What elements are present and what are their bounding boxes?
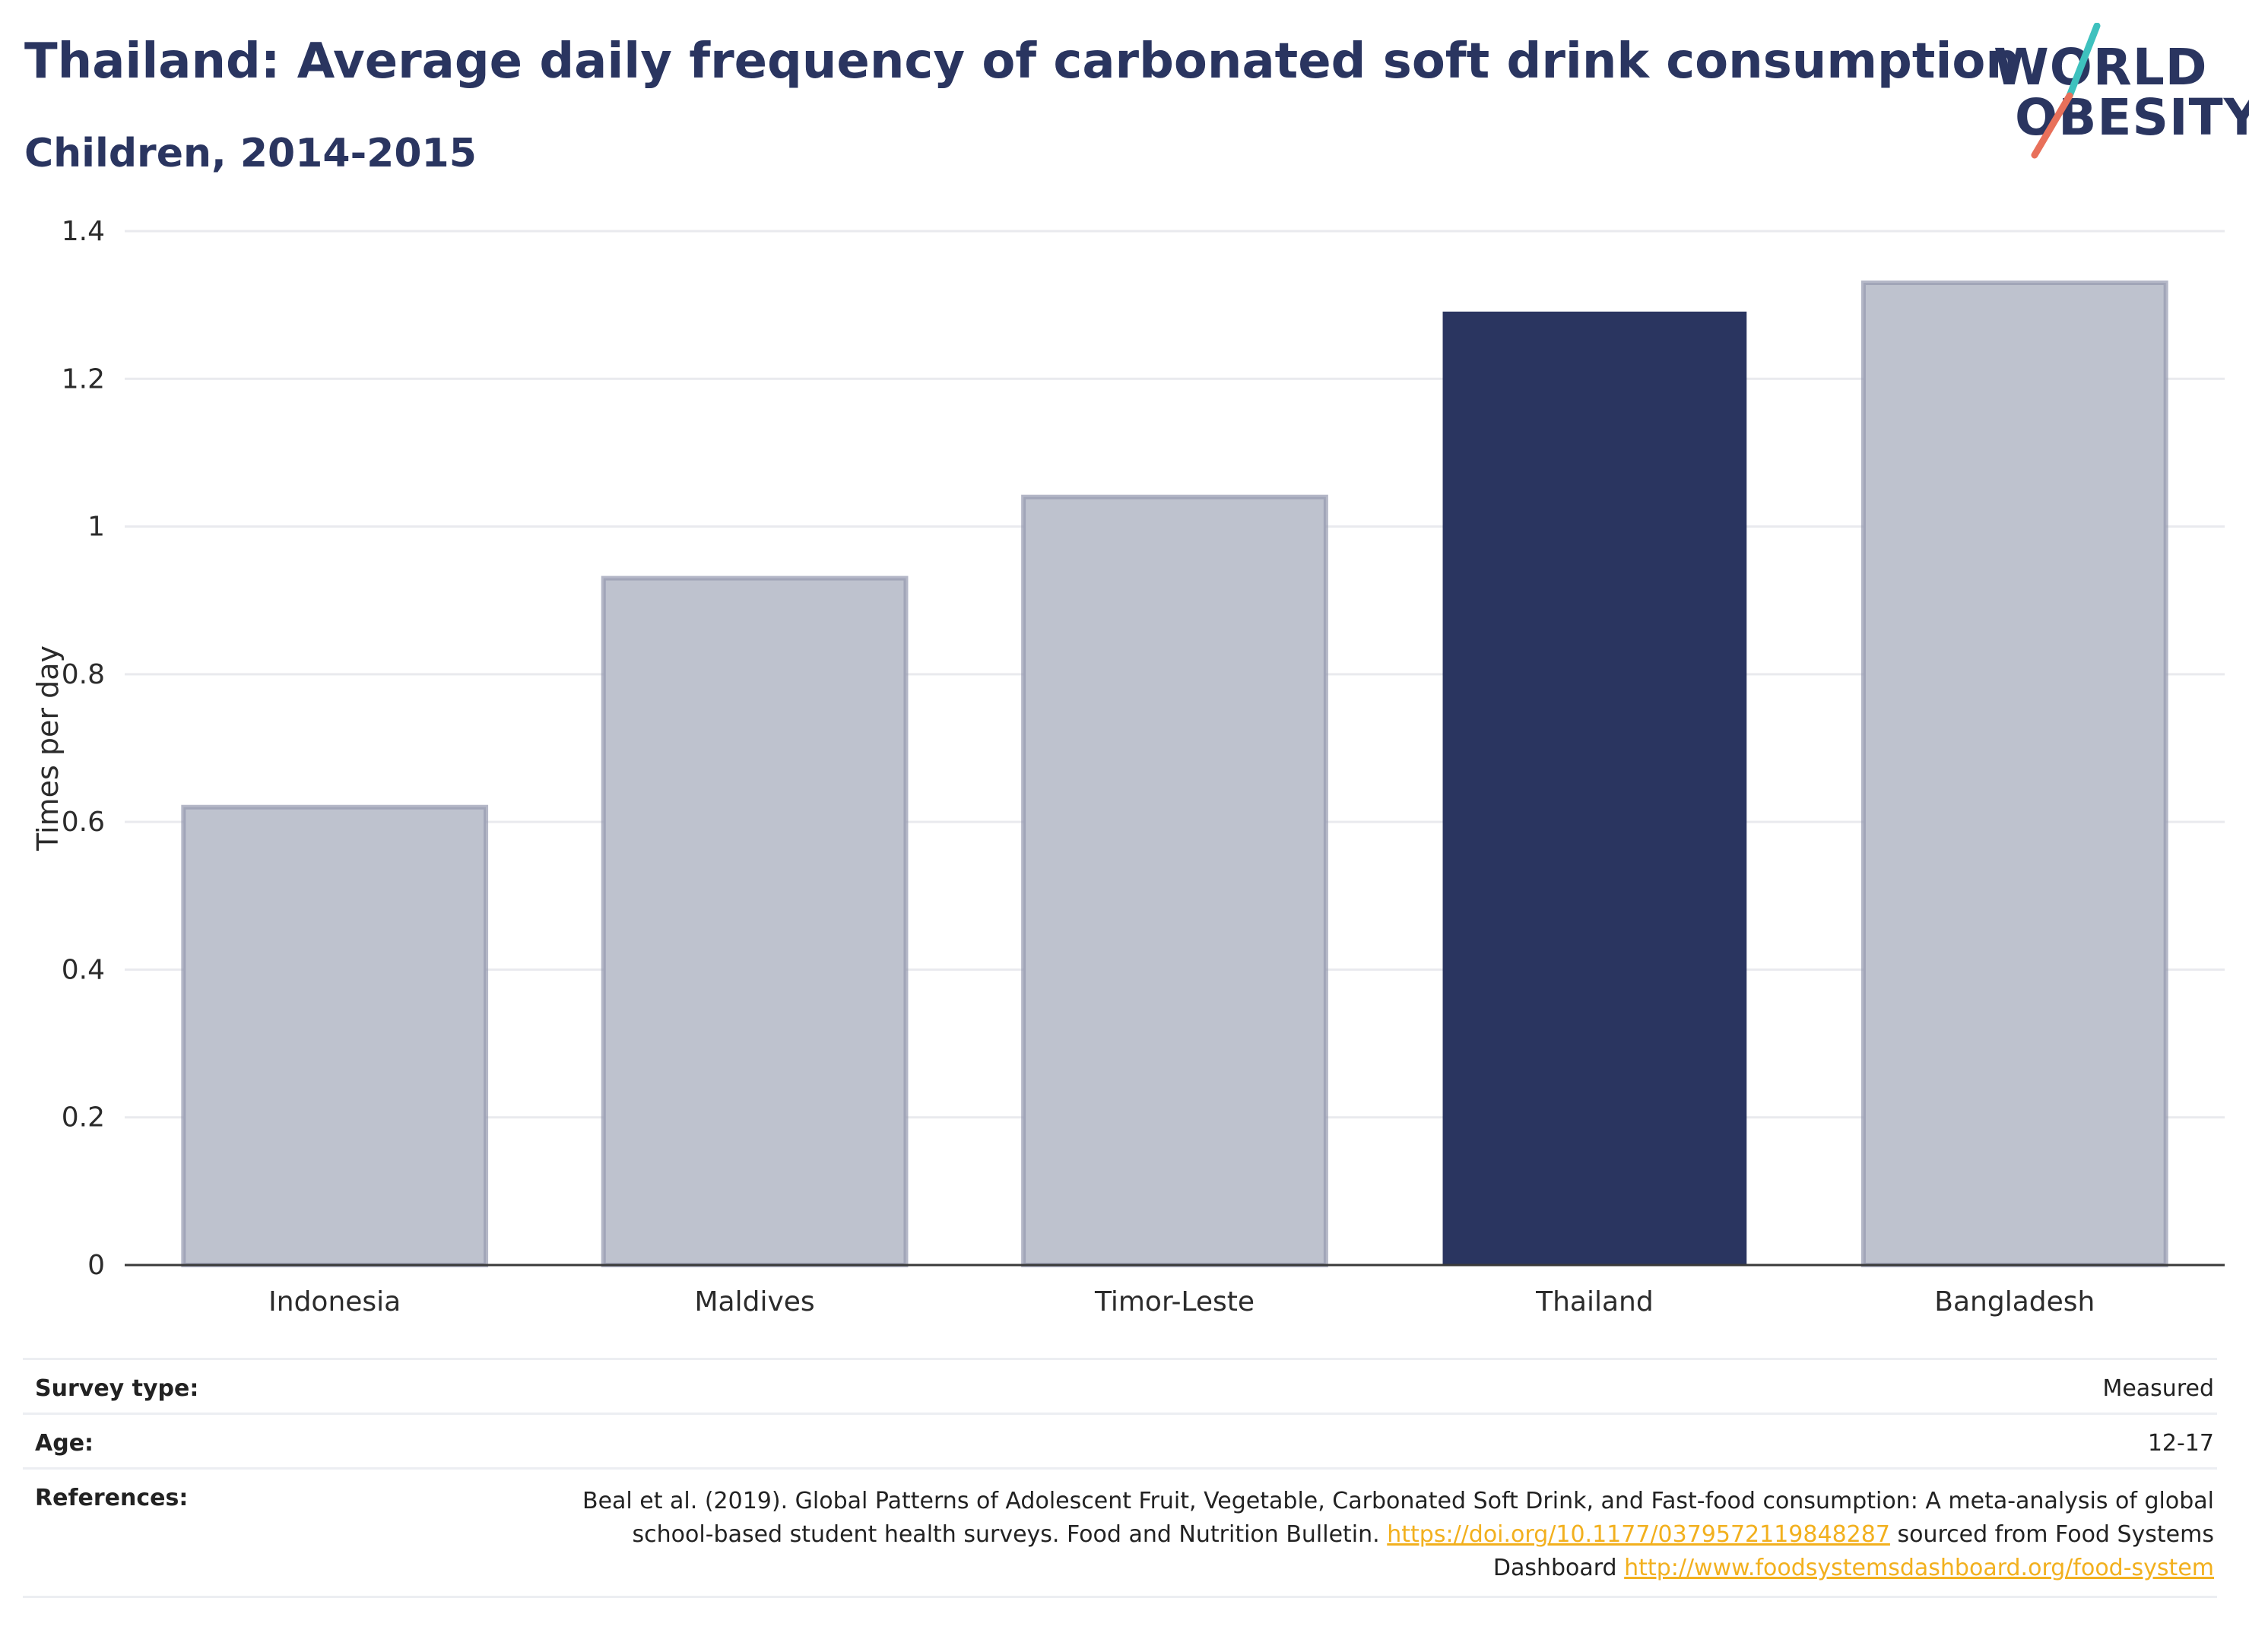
food-systems-dashboard-link[interactable]: http://www.foodsystemsdashboard.org/food… <box>1624 1555 2214 1581</box>
age-label: Age: <box>35 1430 94 1457</box>
y-tick-label: 0.4 <box>62 954 105 985</box>
y-tick-label: 1.2 <box>62 363 105 395</box>
x-tick-label: Maldives <box>695 1286 815 1317</box>
survey-type-label: Survey type: <box>35 1375 199 1402</box>
doi-link[interactable]: https://doi.org/10.1177/0379572119848287 <box>1387 1521 1890 1548</box>
references-text-1: Beal et al. (2019). Global Patterns of A… <box>582 1488 2214 1548</box>
survey-type-row: Survey type: Measured <box>23 1358 2217 1413</box>
references-label: References: <box>35 1485 189 1511</box>
survey-type-value: Measured <box>2102 1375 2214 1402</box>
references-text-2: sourced from Food Systems Dashboard <box>1492 1521 2214 1581</box>
age-row: Age: 12-17 <box>23 1413 2217 1467</box>
logo-line-1: WORLD <box>1994 38 2208 97</box>
logo-slash-icon <box>2031 23 2101 159</box>
x-tick-label: Timor-Leste <box>1094 1286 1255 1317</box>
y-tick-label: 0 <box>87 1250 105 1281</box>
y-axis-ticks: 0 0.2 0.4 0.6 0.8 1 1.2 1.4 <box>62 216 105 1281</box>
chart-subtitle: Children, 2014-2015 <box>24 131 477 176</box>
bar-chart: 0 0.2 0.4 0.6 0.8 1 1.2 1.4 Indonesia Maldives Ti… <box>31 216 2225 1317</box>
x-tick-label: Indonesia <box>268 1286 401 1317</box>
bar-thailand <box>1442 311 1747 1266</box>
bar-bangladesh <box>1860 281 2168 1267</box>
chart-title: Thailand: Average daily frequency of car… <box>24 33 2020 90</box>
y-tick-label: 0.6 <box>62 807 105 838</box>
x-axis-ticks: Indonesia Maldives Timor-Leste Thailand Bang… <box>268 1286 2095 1317</box>
y-tick-label: 1 <box>87 512 105 543</box>
references-value: Beal et al. (2019). Global Patterns of A… <box>503 1485 2217 1585</box>
world-obesity-logo: WORLD OBESITY <box>1984 23 2249 160</box>
references-row: References: Beal et al. (2019). Global P… <box>23 1467 2217 1598</box>
y-tick-label: 1.4 <box>62 216 105 247</box>
y-tick-label: 0.8 <box>62 659 105 690</box>
bars <box>181 281 2168 1268</box>
bar-indonesia <box>181 804 489 1267</box>
y-tick-label: 0.2 <box>62 1102 105 1134</box>
bar-maldives <box>601 576 909 1268</box>
bar-timor-leste <box>1021 494 1328 1267</box>
y-axis-title: Times per day <box>31 645 65 851</box>
age-value: 12-17 <box>2147 1430 2214 1457</box>
x-tick-label: Thailand <box>1535 1286 1654 1317</box>
x-tick-label: Bangladesh <box>1934 1286 2095 1317</box>
info-table: Survey type: Measured Age: 12-17 Referen… <box>23 1358 2217 1598</box>
